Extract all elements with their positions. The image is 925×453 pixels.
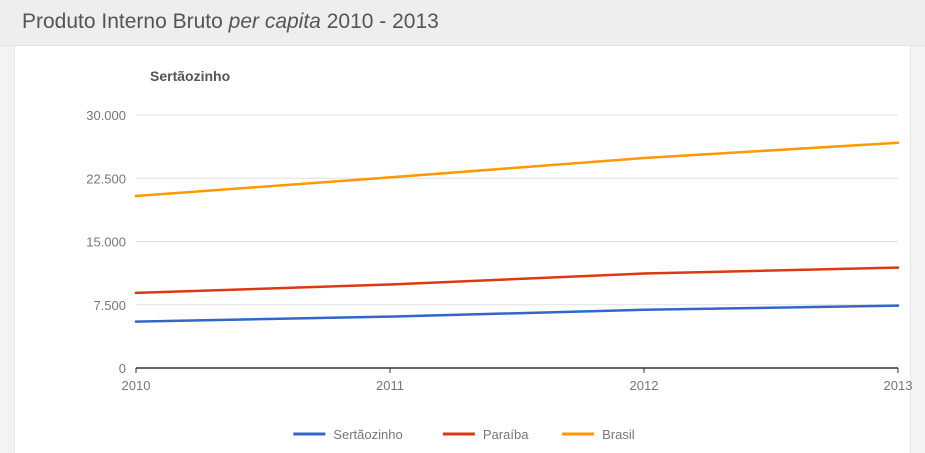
x-tick-label: 2011: [376, 378, 404, 393]
y-tick-label: 22.500: [86, 171, 126, 186]
series-lines: [134, 141, 900, 323]
data-point[interactable]: [896, 141, 900, 145]
x-tick-label: 2012: [630, 378, 659, 393]
data-point[interactable]: [642, 156, 646, 160]
data-point[interactable]: [388, 176, 392, 179]
data-point[interactable]: [134, 320, 138, 323]
chart-panel: Sertãozinho 0 7.500 15.000 22.500 30.000 201…: [14, 46, 912, 453]
x-tick-label: 2010: [122, 378, 151, 393]
x-axis-ticks: 2010 2011 2012 2013: [122, 368, 912, 393]
widget-title: Produto Interno Bruto per capita 2010 - …: [22, 10, 439, 34]
data-point[interactable]: [642, 308, 646, 312]
line-chart: Sertãozinho 0 7.500 15.000 22.500 30.000 201…: [86, 68, 912, 442]
chart-title: Sertãozinho: [150, 68, 230, 84]
grid-lines: [136, 114, 898, 369]
series-line[interactable]: [134, 304, 900, 323]
y-tick-label: 15.000: [86, 235, 126, 250]
data-point[interactable]: [388, 315, 392, 318]
legend-item[interactable]: Brasil: [562, 427, 635, 442]
legend-item[interactable]: Sertãozinho: [293, 427, 403, 442]
data-point[interactable]: [896, 304, 900, 307]
legend: Sertãozinho Paraíba Brasil: [293, 427, 635, 442]
data-point[interactable]: [134, 291, 138, 295]
legend-item[interactable]: Paraíba: [442, 427, 529, 442]
x-tick-label: 2013: [884, 378, 912, 393]
title-suffix: 2010 - 2013: [320, 10, 439, 33]
legend-label: Brasil: [602, 427, 635, 442]
y-tick-label: 0: [119, 361, 126, 376]
title-emphasis: per capita: [228, 10, 321, 33]
legend-label: Paraíba: [483, 427, 529, 442]
data-point[interactable]: [642, 272, 646, 275]
data-point[interactable]: [388, 283, 392, 286]
data-point[interactable]: [134, 194, 138, 198]
data-point[interactable]: [896, 266, 900, 269]
series-line[interactable]: [134, 266, 900, 295]
widget-header: Produto Interno Bruto per capita 2010 - …: [0, 0, 925, 46]
legend-label: Sertãozinho: [333, 427, 402, 442]
y-tick-label: 7.500: [93, 298, 126, 313]
y-tick-label: 30.000: [86, 108, 126, 123]
series-line[interactable]: [134, 141, 900, 198]
title-prefix: Produto Interno Bruto: [22, 10, 229, 33]
y-axis-ticks: 0 7.500 15.000 22.500 30.000: [86, 108, 126, 376]
